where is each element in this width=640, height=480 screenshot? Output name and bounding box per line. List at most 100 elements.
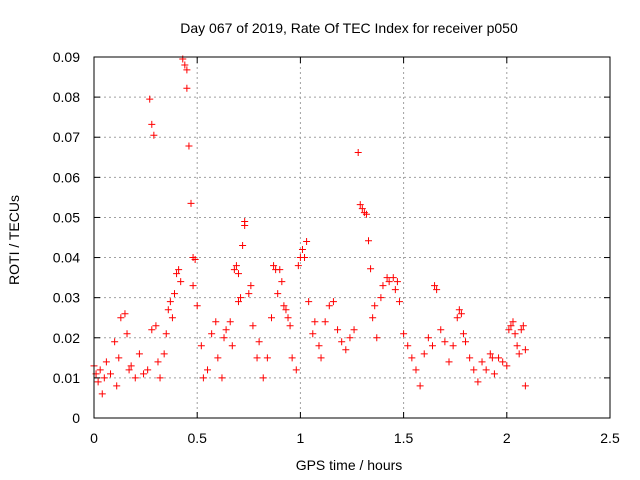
y-tick-label: 0.05 bbox=[53, 209, 80, 225]
data-point bbox=[127, 362, 135, 370]
data-point bbox=[441, 338, 449, 346]
data-point bbox=[356, 201, 364, 209]
data-point bbox=[208, 330, 216, 338]
x-tick-label: 2 bbox=[503, 430, 511, 446]
x-tick-label: 2.5 bbox=[600, 430, 620, 446]
data-point bbox=[315, 342, 323, 350]
data-point bbox=[449, 342, 457, 350]
data-point bbox=[369, 314, 377, 322]
data-point bbox=[404, 342, 412, 350]
data-point bbox=[148, 326, 156, 334]
data-point bbox=[102, 358, 110, 366]
data-point bbox=[400, 330, 408, 338]
data-point bbox=[212, 318, 220, 326]
data-point bbox=[107, 370, 115, 378]
data-point bbox=[268, 314, 276, 322]
axis-ticks: 0 0.01 0.02 0.03 0.04 0.05 0.06 0.07 0.08 0.09 0 0.… bbox=[53, 49, 620, 446]
y-tick-label: 0.03 bbox=[53, 290, 80, 306]
data-point bbox=[453, 314, 461, 322]
data-point bbox=[354, 148, 362, 156]
data-point bbox=[505, 326, 513, 334]
data-point bbox=[100, 374, 108, 382]
data-point bbox=[490, 370, 498, 378]
data-point bbox=[204, 366, 212, 374]
data-point bbox=[342, 346, 350, 354]
grid-lines bbox=[94, 57, 610, 418]
data-point bbox=[395, 298, 403, 306]
data-point bbox=[123, 330, 131, 338]
data-point bbox=[222, 326, 230, 334]
x-tick-label: 0.5 bbox=[187, 430, 207, 446]
data-point bbox=[309, 330, 317, 338]
data-point bbox=[135, 350, 143, 358]
y-tick-label: 0.02 bbox=[53, 330, 80, 346]
data-point bbox=[478, 358, 486, 366]
data-point bbox=[230, 266, 238, 274]
data-point bbox=[168, 314, 176, 322]
data-point bbox=[140, 370, 148, 378]
data-point bbox=[455, 306, 463, 314]
data-point bbox=[377, 294, 385, 302]
data-point bbox=[197, 342, 205, 350]
data-point bbox=[189, 282, 197, 290]
data-point bbox=[311, 318, 319, 326]
data-point bbox=[379, 282, 387, 290]
data-point bbox=[298, 246, 306, 254]
data-point bbox=[507, 322, 515, 330]
data-point bbox=[156, 374, 164, 382]
data-point bbox=[274, 290, 282, 298]
y-tick-label: 0.09 bbox=[53, 49, 80, 65]
data-point bbox=[486, 350, 494, 358]
data-point bbox=[519, 322, 527, 330]
y-tick-label: 0.06 bbox=[53, 169, 80, 185]
data-point bbox=[177, 278, 185, 286]
data-point bbox=[445, 358, 453, 366]
x-tick-label: 1 bbox=[297, 430, 305, 446]
data-point bbox=[96, 366, 104, 374]
data-point bbox=[383, 274, 391, 282]
chart-title: Day 067 of 2019, Rate Of TEC Index for r… bbox=[180, 20, 518, 36]
data-point bbox=[513, 342, 521, 350]
data-point bbox=[517, 326, 525, 334]
data-point bbox=[185, 142, 193, 150]
data-point bbox=[249, 322, 257, 330]
data-point bbox=[286, 322, 294, 330]
data-point bbox=[94, 378, 102, 386]
data-point bbox=[164, 306, 172, 314]
data-point bbox=[424, 334, 432, 342]
data-point bbox=[488, 354, 496, 362]
data-point bbox=[282, 306, 290, 314]
data-point bbox=[428, 342, 436, 350]
data-point bbox=[160, 350, 168, 358]
data-point bbox=[150, 131, 158, 139]
data-point bbox=[511, 330, 519, 338]
data-point bbox=[117, 314, 125, 322]
data-point bbox=[181, 61, 189, 69]
data-point bbox=[466, 354, 474, 362]
data-point bbox=[433, 286, 441, 294]
x-axis-label: GPS time / hours bbox=[296, 457, 403, 473]
data-point bbox=[259, 374, 267, 382]
data-point bbox=[166, 298, 174, 306]
data-point bbox=[338, 338, 346, 346]
data-point bbox=[334, 326, 342, 334]
data-point bbox=[173, 270, 181, 278]
data-point bbox=[263, 354, 271, 362]
data-point bbox=[367, 265, 375, 273]
y-tick-label: 0.01 bbox=[53, 370, 80, 386]
data-point bbox=[234, 270, 242, 278]
data-point bbox=[193, 302, 201, 310]
data-point bbox=[482, 366, 490, 374]
data-point bbox=[288, 354, 296, 362]
data-point bbox=[521, 346, 529, 354]
data-point bbox=[350, 326, 358, 334]
x-tick-label: 0 bbox=[90, 430, 98, 446]
data-point bbox=[373, 334, 381, 342]
data-point bbox=[237, 294, 245, 302]
data-point bbox=[437, 326, 445, 334]
data-point bbox=[284, 314, 292, 322]
data-point bbox=[131, 374, 139, 382]
data-point bbox=[321, 318, 329, 326]
